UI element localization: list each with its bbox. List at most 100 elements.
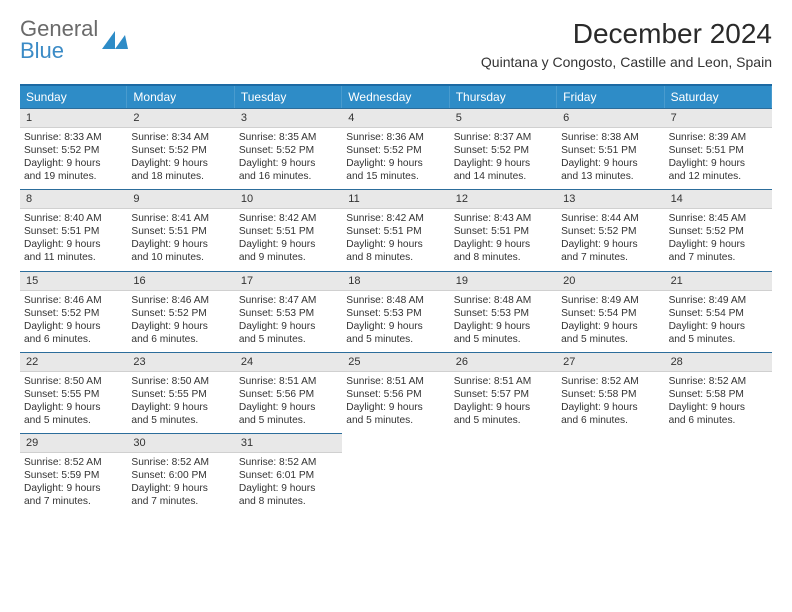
- location-subtitle: Quintana y Congosto, Castille and Leon, …: [481, 54, 772, 70]
- day-number: 9: [127, 189, 234, 209]
- day-day1: Daylight: 9 hours: [131, 157, 230, 170]
- day-number: 12: [450, 189, 557, 209]
- day-sunset: Sunset: 5:51 PM: [669, 144, 768, 157]
- day-cell: 10Sunrise: 8:42 AMSunset: 5:51 PMDayligh…: [235, 189, 342, 270]
- day-day2: and 10 minutes.: [131, 251, 230, 264]
- day-cell: 29Sunrise: 8:52 AMSunset: 5:59 PMDayligh…: [20, 433, 127, 514]
- day-sunset: Sunset: 5:56 PM: [239, 388, 338, 401]
- day-sunrise: Sunrise: 8:44 AM: [561, 212, 660, 225]
- day-cell: [342, 433, 449, 514]
- day-sunset: Sunset: 5:51 PM: [131, 225, 230, 238]
- day-cell: [557, 433, 664, 514]
- day-day1: Daylight: 9 hours: [24, 401, 123, 414]
- day-sunset: Sunset: 5:51 PM: [346, 225, 445, 238]
- day-day2: and 7 minutes.: [561, 251, 660, 264]
- day-number: 28: [665, 352, 772, 372]
- day-day1: Daylight: 9 hours: [669, 320, 768, 333]
- day-sunrise: Sunrise: 8:50 AM: [131, 375, 230, 388]
- day-cell: 27Sunrise: 8:52 AMSunset: 5:58 PMDayligh…: [557, 352, 664, 433]
- title-block: December 2024 Quintana y Congosto, Casti…: [481, 18, 772, 70]
- day-sunrise: Sunrise: 8:52 AM: [669, 375, 768, 388]
- day-day2: and 5 minutes.: [561, 333, 660, 346]
- day-sunset: Sunset: 5:51 PM: [239, 225, 338, 238]
- day-day1: Daylight: 9 hours: [454, 157, 553, 170]
- day-cell: 20Sunrise: 8:49 AMSunset: 5:54 PMDayligh…: [557, 271, 664, 352]
- day-cell: [450, 433, 557, 514]
- day-cell: 31Sunrise: 8:52 AMSunset: 6:01 PMDayligh…: [235, 433, 342, 514]
- day-day1: Daylight: 9 hours: [239, 238, 338, 251]
- day-number: 14: [665, 189, 772, 209]
- day-day1: Daylight: 9 hours: [454, 401, 553, 414]
- header: General Blue December 2024 Quintana y Co…: [20, 18, 772, 70]
- logo-text-bottom: Blue: [20, 40, 98, 62]
- day-sunset: Sunset: 5:55 PM: [131, 388, 230, 401]
- dow-friday: Friday: [557, 86, 664, 108]
- day-of-week-row: Sunday Monday Tuesday Wednesday Thursday…: [20, 86, 772, 108]
- day-cell: 5Sunrise: 8:37 AMSunset: 5:52 PMDaylight…: [450, 108, 557, 189]
- day-cell: 14Sunrise: 8:45 AMSunset: 5:52 PMDayligh…: [665, 189, 772, 270]
- day-day2: and 13 minutes.: [561, 170, 660, 183]
- day-sunrise: Sunrise: 8:34 AM: [131, 131, 230, 144]
- dow-thursday: Thursday: [450, 86, 557, 108]
- day-day2: and 9 minutes.: [239, 251, 338, 264]
- day-sunset: Sunset: 5:58 PM: [561, 388, 660, 401]
- day-day2: and 15 minutes.: [346, 170, 445, 183]
- logo: General Blue: [20, 18, 128, 62]
- day-sunset: Sunset: 5:59 PM: [24, 469, 123, 482]
- day-sunrise: Sunrise: 8:47 AM: [239, 294, 338, 307]
- day-cell: [665, 433, 772, 514]
- day-sunrise: Sunrise: 8:36 AM: [346, 131, 445, 144]
- day-sunset: Sunset: 5:52 PM: [669, 225, 768, 238]
- day-day2: and 12 minutes.: [669, 170, 768, 183]
- day-sunrise: Sunrise: 8:48 AM: [454, 294, 553, 307]
- day-day1: Daylight: 9 hours: [131, 320, 230, 333]
- day-day2: and 7 minutes.: [131, 495, 230, 508]
- day-sunset: Sunset: 5:52 PM: [454, 144, 553, 157]
- day-sunset: Sunset: 5:58 PM: [669, 388, 768, 401]
- day-day2: and 11 minutes.: [24, 251, 123, 264]
- day-day1: Daylight: 9 hours: [561, 401, 660, 414]
- day-sunrise: Sunrise: 8:46 AM: [131, 294, 230, 307]
- day-sunset: Sunset: 5:53 PM: [454, 307, 553, 320]
- dow-saturday: Saturday: [665, 86, 772, 108]
- day-number: 29: [20, 433, 127, 453]
- day-cell: 17Sunrise: 8:47 AMSunset: 5:53 PMDayligh…: [235, 271, 342, 352]
- week-row: 22Sunrise: 8:50 AMSunset: 5:55 PMDayligh…: [20, 352, 772, 433]
- day-sunset: Sunset: 5:54 PM: [669, 307, 768, 320]
- day-day1: Daylight: 9 hours: [669, 157, 768, 170]
- day-day2: and 6 minutes.: [24, 333, 123, 346]
- day-day1: Daylight: 9 hours: [239, 482, 338, 495]
- day-number: 17: [235, 271, 342, 291]
- day-number: 4: [342, 108, 449, 128]
- day-cell: 3Sunrise: 8:35 AMSunset: 5:52 PMDaylight…: [235, 108, 342, 189]
- day-number: 23: [127, 352, 234, 372]
- day-number: 8: [20, 189, 127, 209]
- day-day2: and 6 minutes.: [561, 414, 660, 427]
- day-number: 6: [557, 108, 664, 128]
- day-sunrise: Sunrise: 8:46 AM: [24, 294, 123, 307]
- day-day2: and 7 minutes.: [24, 495, 123, 508]
- day-sunrise: Sunrise: 8:35 AM: [239, 131, 338, 144]
- month-title: December 2024: [481, 18, 772, 50]
- day-sunrise: Sunrise: 8:52 AM: [239, 456, 338, 469]
- day-cell: 9Sunrise: 8:41 AMSunset: 5:51 PMDaylight…: [127, 189, 234, 270]
- day-sunset: Sunset: 6:01 PM: [239, 469, 338, 482]
- day-number: 3: [235, 108, 342, 128]
- day-sunrise: Sunrise: 8:51 AM: [239, 375, 338, 388]
- day-day1: Daylight: 9 hours: [131, 401, 230, 414]
- day-cell: 7Sunrise: 8:39 AMSunset: 5:51 PMDaylight…: [665, 108, 772, 189]
- day-sunrise: Sunrise: 8:39 AM: [669, 131, 768, 144]
- day-sunrise: Sunrise: 8:42 AM: [239, 212, 338, 225]
- day-sunset: Sunset: 5:51 PM: [24, 225, 123, 238]
- day-day2: and 6 minutes.: [131, 333, 230, 346]
- day-cell: 12Sunrise: 8:43 AMSunset: 5:51 PMDayligh…: [450, 189, 557, 270]
- day-sunset: Sunset: 5:52 PM: [561, 225, 660, 238]
- day-sunset: Sunset: 5:53 PM: [239, 307, 338, 320]
- day-number: 27: [557, 352, 664, 372]
- day-number: 20: [557, 271, 664, 291]
- day-day2: and 5 minutes.: [346, 333, 445, 346]
- day-day2: and 5 minutes.: [346, 414, 445, 427]
- day-sunrise: Sunrise: 8:48 AM: [346, 294, 445, 307]
- day-cell: 26Sunrise: 8:51 AMSunset: 5:57 PMDayligh…: [450, 352, 557, 433]
- day-number: 13: [557, 189, 664, 209]
